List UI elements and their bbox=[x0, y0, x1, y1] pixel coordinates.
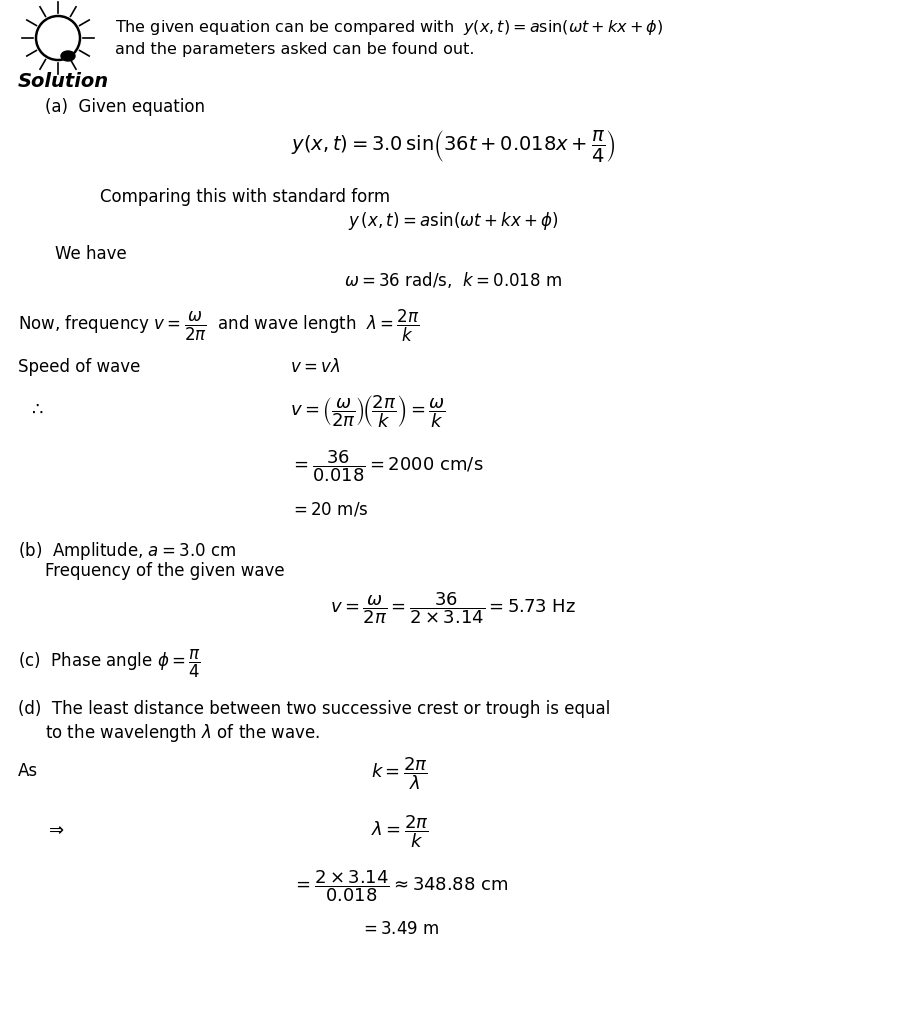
Text: $v = v\lambda$: $v = v\lambda$ bbox=[290, 358, 341, 376]
Text: and the parameters asked can be found out.: and the parameters asked can be found ou… bbox=[115, 42, 475, 57]
Text: $y\,(x, t) = a\sin(\omega t + kx + \phi)$: $y\,(x, t) = a\sin(\omega t + kx + \phi)… bbox=[348, 210, 558, 232]
Text: $\therefore$: $\therefore$ bbox=[28, 400, 43, 418]
Text: As: As bbox=[18, 762, 38, 780]
Text: $\omega = 36$ rad/s,  $k = 0.018$ m: $\omega = 36$ rad/s, $k = 0.018$ m bbox=[344, 270, 562, 290]
Text: $= 20$ m/s: $= 20$ m/s bbox=[290, 500, 369, 518]
Text: $= \dfrac{36}{0.018} = 2000$ cm/s: $= \dfrac{36}{0.018} = 2000$ cm/s bbox=[290, 449, 484, 483]
Text: (c)  Phase angle $\phi = \dfrac{\pi}{4}$: (c) Phase angle $\phi = \dfrac{\pi}{4}$ bbox=[18, 648, 201, 680]
Text: Speed of wave: Speed of wave bbox=[18, 358, 140, 376]
Text: $= \dfrac{2 \times 3.14}{0.018} \approx 348.88$ cm: $= \dfrac{2 \times 3.14}{0.018} \approx … bbox=[292, 868, 508, 903]
Text: (b)  Amplitude, $a = 3.0$ cm: (b) Amplitude, $a = 3.0$ cm bbox=[18, 540, 236, 562]
Text: $v = \dfrac{\omega}{2\pi} = \dfrac{36}{2 \times 3.14} = 5.73$ Hz: $v = \dfrac{\omega}{2\pi} = \dfrac{36}{2… bbox=[330, 590, 576, 626]
Text: (d)  The least distance between two successive crest or trough is equal: (d) The least distance between two succe… bbox=[18, 700, 611, 718]
Text: $k = \dfrac{2\pi}{\lambda}$: $k = \dfrac{2\pi}{\lambda}$ bbox=[371, 755, 429, 792]
Text: Frequency of the given wave: Frequency of the given wave bbox=[45, 562, 284, 580]
Text: $v = \left(\dfrac{\omega}{2\pi}\right)\!\left(\dfrac{2\pi}{k}\right) = \dfrac{\o: $v = \left(\dfrac{\omega}{2\pi}\right)\!… bbox=[290, 393, 446, 430]
Text: $y(x, t) = 3.0\,\sin\!\left(36t + 0.018x + \dfrac{\pi}{4}\right)$: $y(x, t) = 3.0\,\sin\!\left(36t + 0.018x… bbox=[291, 128, 615, 164]
Text: Now, frequency $v = \dfrac{\omega}{2\pi}$  and wave length  $\lambda = \dfrac{2\: Now, frequency $v = \dfrac{\omega}{2\pi}… bbox=[18, 308, 419, 344]
Ellipse shape bbox=[61, 51, 75, 61]
Text: $\Rightarrow$: $\Rightarrow$ bbox=[45, 820, 64, 838]
Text: Comparing this with standard form: Comparing this with standard form bbox=[100, 188, 390, 206]
Text: $= 3.49$ m: $= 3.49$ m bbox=[361, 920, 439, 938]
Text: to the wavelength $\lambda$ of the wave.: to the wavelength $\lambda$ of the wave. bbox=[45, 722, 320, 744]
Text: $\lambda = \dfrac{2\pi}{k}$: $\lambda = \dfrac{2\pi}{k}$ bbox=[371, 813, 429, 850]
Text: The given equation can be compared with  $y(x, t) = a\sin(\omega t + kx + \phi)$: The given equation can be compared with … bbox=[115, 18, 663, 37]
Text: We have: We have bbox=[55, 245, 127, 263]
Text: (a)  Given equation: (a) Given equation bbox=[45, 98, 205, 116]
Text: Solution: Solution bbox=[18, 72, 109, 91]
